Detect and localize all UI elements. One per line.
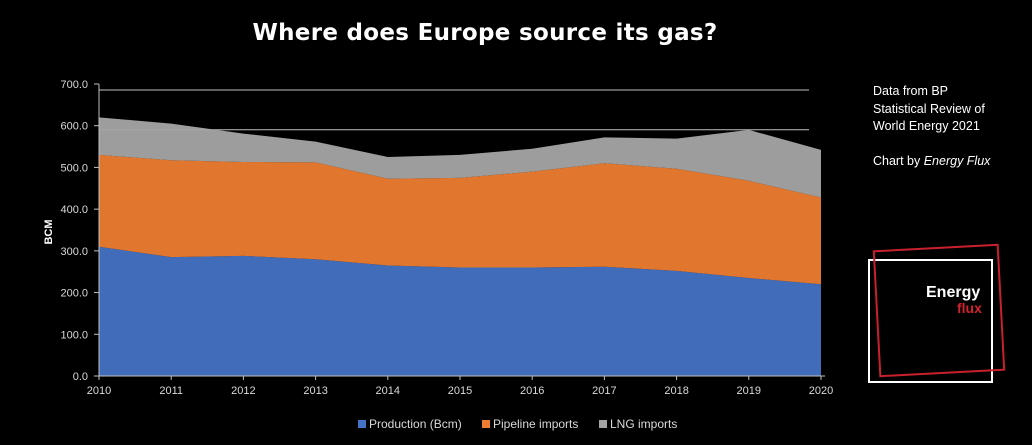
x-tick-label: 2020 xyxy=(809,385,833,397)
area-production xyxy=(99,246,821,376)
legend-item-pipeline: Pipeline imports xyxy=(482,417,578,431)
axes xyxy=(98,84,825,377)
y-tick-label: 300.0 xyxy=(60,246,88,258)
logo-white-frame xyxy=(868,259,993,383)
legend-label-lng: LNG imports xyxy=(610,417,678,431)
stacked-areas xyxy=(99,117,821,376)
legend-item-production: Production (Bcm) xyxy=(358,417,462,431)
x-tick-label: 2017 xyxy=(592,385,616,397)
y-tick-label: 100.0 xyxy=(60,329,88,341)
x-tick-label: 2011 xyxy=(159,385,183,397)
y-tick-label: 700.0 xyxy=(60,79,88,91)
legend-swatch-pipeline xyxy=(482,420,490,428)
x-tick-label: 2019 xyxy=(737,385,761,397)
source-note: Data from BP Statistical Review of World… xyxy=(873,83,993,188)
area-pipeline xyxy=(99,154,821,285)
logo-word-energy: Energy xyxy=(926,284,981,301)
y-tick-label: 0.0 xyxy=(73,371,88,383)
energy-flux-logo: Energy flux xyxy=(866,243,1006,388)
x-tick-label: 2016 xyxy=(520,385,544,397)
x-tick-label: 2018 xyxy=(664,385,688,397)
x-tick-label: 2015 xyxy=(448,385,472,397)
legend-swatch-production xyxy=(358,420,366,428)
logo-word-flux: flux xyxy=(957,300,982,316)
x-tick-labels: 2010 2011 2012 2013 2014 2015 2016 2017 2018 2019… xyxy=(87,376,833,397)
y-tick-label: 500.0 xyxy=(60,162,88,174)
legend-swatch-lng xyxy=(599,420,607,428)
logo-red-frame xyxy=(872,243,1006,378)
y-tick-label: 400.0 xyxy=(60,204,88,216)
source-text: Data from BP Statistical Review of World… xyxy=(873,84,985,133)
legend-label-pipeline: Pipeline imports xyxy=(493,417,579,431)
x-tick-label: 2010 xyxy=(87,385,111,397)
legend-item-lng: LNG imports xyxy=(599,417,677,431)
y-axis-label: BCM xyxy=(43,219,55,244)
x-tick-label: 2012 xyxy=(231,385,255,397)
x-tick-label: 2013 xyxy=(303,385,327,397)
y-tick-label: 200.0 xyxy=(60,288,88,300)
y-tick-label: 600.0 xyxy=(60,121,88,133)
y-tick-labels: 0.0 100.0 200.0 300.0 400.0 500.0 600.0 700.0 xyxy=(60,79,99,383)
credit-text: Chart by Energy Flux xyxy=(873,154,991,168)
chart-title: Where does Europe source its gas? xyxy=(252,20,718,46)
legend-label-production: Production (Bcm) xyxy=(369,417,462,431)
area-lng xyxy=(99,117,821,198)
x-tick-label: 2014 xyxy=(376,385,400,397)
gridlines xyxy=(99,89,809,131)
